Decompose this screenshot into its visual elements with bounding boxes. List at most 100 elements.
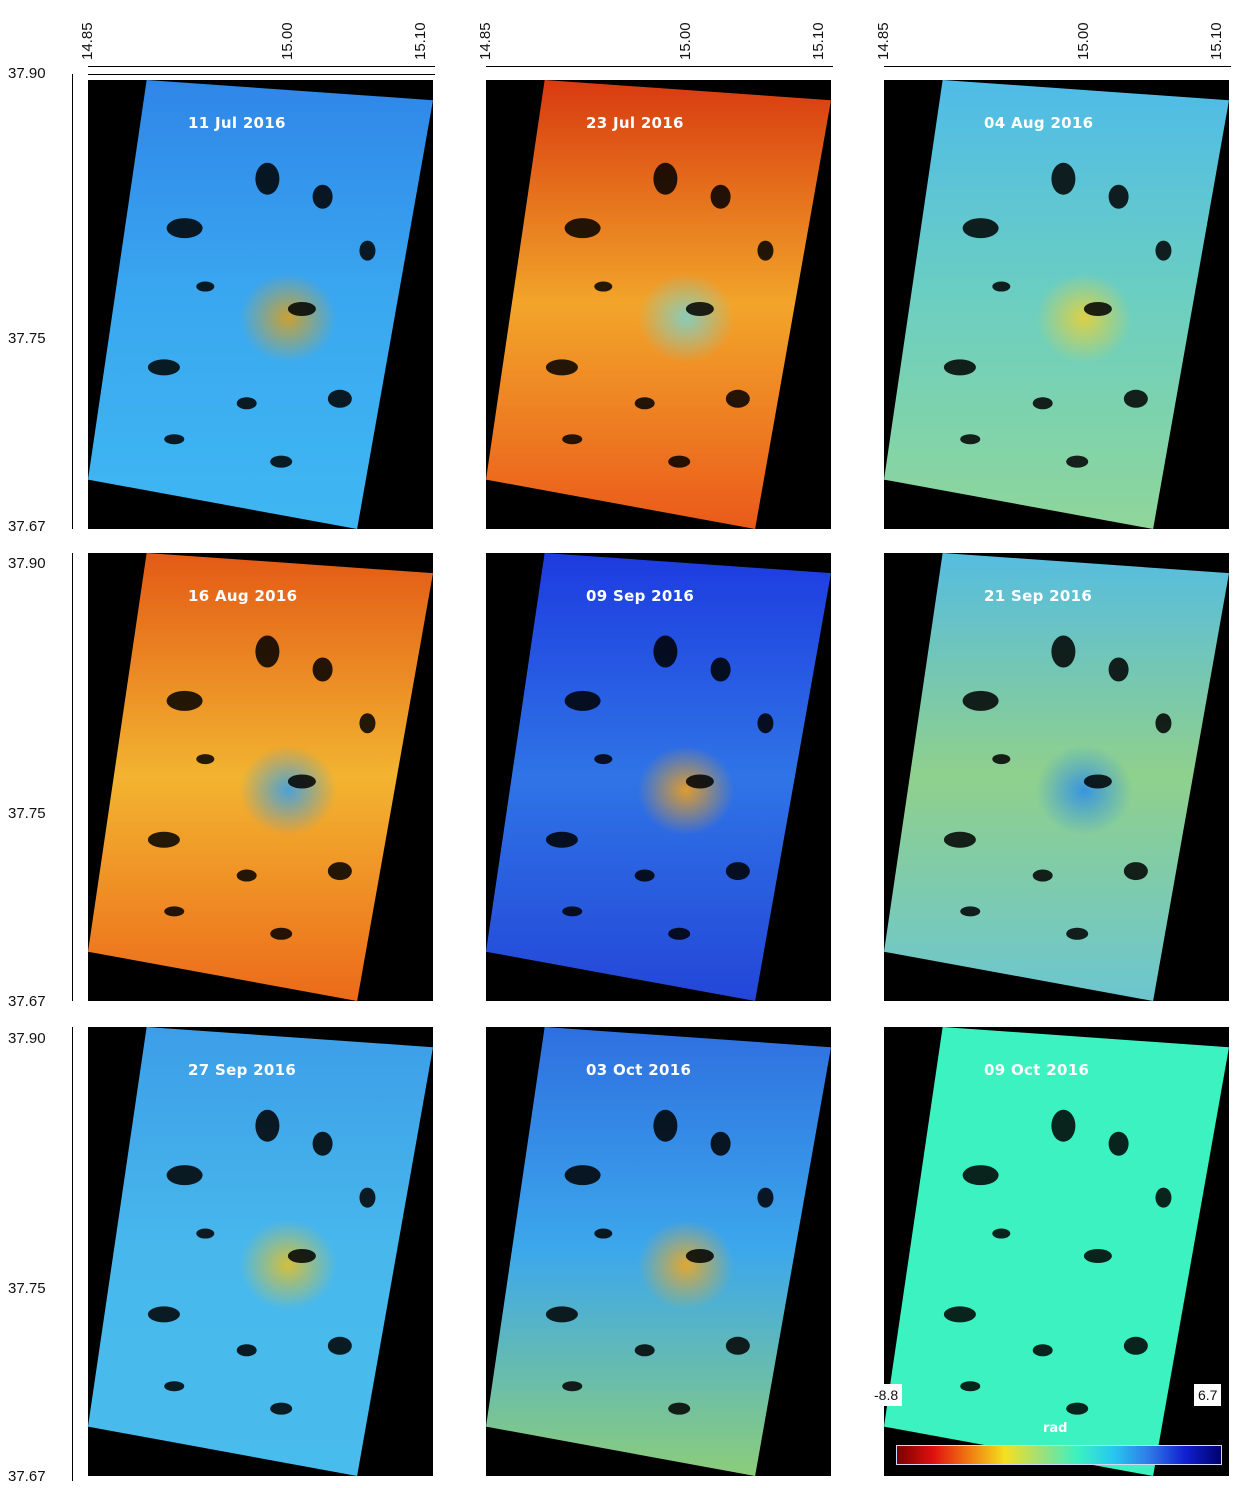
decorrelation-patch [164, 906, 185, 917]
decorrelation-patch [1108, 184, 1129, 209]
lat-label-row1-top: 37.90 [8, 65, 46, 82]
decorrelation-patch [960, 1381, 981, 1392]
phase-map-5 [486, 553, 831, 1001]
lat-label-row2-top: 37.90 [8, 555, 46, 572]
decorrelation-patch [685, 301, 714, 316]
phase-map-3 [884, 80, 1229, 529]
decorrelation-patch [270, 927, 293, 940]
decorrelation-patch [757, 240, 774, 261]
decorrelation-patch [668, 455, 691, 468]
decorrelation-patch [564, 1165, 601, 1186]
decorrelation-patch [960, 434, 981, 445]
colorbar-unit-label: rad [1043, 1421, 1068, 1436]
lat-label-row2-mid: 37.75 [8, 805, 46, 822]
decorrelation-patch [725, 389, 750, 408]
decorrelation-patch [545, 831, 578, 848]
decorrelation-patch [1051, 162, 1076, 195]
panel-date-label: 11 Jul 2016 [188, 114, 286, 132]
decorrelation-patch [1032, 397, 1053, 410]
decorrelation-patch [236, 869, 257, 882]
decorrelation-patch [960, 906, 981, 917]
decorrelation-patch [1083, 301, 1112, 316]
phase-map-2 [486, 80, 831, 529]
summit-anomaly [637, 273, 735, 363]
panel-date-label: 04 Aug 2016 [984, 114, 1094, 132]
interferogram-panel-2: 23 Jul 2016 [486, 80, 831, 529]
decorrelation-patch [962, 218, 999, 239]
phase-map-7 [88, 1027, 433, 1476]
decorrelation-patch [594, 1228, 613, 1239]
panel-date-label: 27 Sep 2016 [188, 1061, 297, 1079]
decorrelation-patch [653, 635, 678, 668]
decorrelation-patch [992, 754, 1011, 765]
summit-anomaly [239, 1220, 337, 1310]
lat-label-row3-mid: 37.75 [8, 1280, 46, 1297]
decorrelation-patch [757, 1187, 774, 1208]
panel-date-label: 16 Aug 2016 [188, 587, 298, 605]
decorrelation-patch [327, 389, 352, 408]
decorrelation-patch [1066, 1402, 1089, 1415]
decorrelation-patch [1066, 927, 1089, 940]
top-axis-line-2 [486, 66, 833, 67]
lon-tick-label: 14.85 [79, 22, 96, 60]
decorrelation-patch [562, 1381, 583, 1392]
top-axis-line-1b [88, 74, 435, 75]
decorrelation-patch [1123, 389, 1148, 408]
decorrelation-patch [312, 1131, 333, 1156]
decorrelation-patch [270, 1402, 293, 1415]
decorrelation-patch [1051, 635, 1076, 668]
interferogram-panel-5: 09 Sep 2016 [486, 553, 831, 1001]
interferogram-panel-3: 04 Aug 2016 [884, 80, 1229, 529]
lon-tick-label: 14.85 [477, 22, 494, 60]
decorrelation-patch [725, 862, 750, 881]
decorrelation-patch [1155, 1187, 1172, 1208]
summit-anomaly [239, 273, 337, 363]
decorrelation-patch [710, 184, 731, 209]
summit-anomaly [1035, 745, 1133, 836]
colorbar [896, 1445, 1222, 1465]
panel-date-label: 23 Jul 2016 [586, 114, 684, 132]
decorrelation-patch [236, 1344, 257, 1357]
interferogram-panel-7: 27 Sep 2016 [88, 1027, 433, 1476]
left-axis-line-3 [72, 1027, 73, 1481]
decorrelation-patch [327, 1336, 352, 1355]
decorrelation-patch [653, 1109, 678, 1142]
panel-date-label: 09 Oct 2016 [984, 1061, 1090, 1079]
decorrelation-patch [147, 831, 180, 848]
decorrelation-patch [668, 927, 691, 940]
panel-date-label: 09 Sep 2016 [586, 587, 695, 605]
decorrelation-patch [287, 301, 316, 316]
lon-tick-label: 15.00 [279, 22, 296, 60]
left-axis-line-2 [72, 553, 73, 1001]
lat-label-row2-bottom: 37.67 [8, 993, 46, 1010]
decorrelation-patch [287, 1248, 316, 1263]
decorrelation-patch [255, 162, 280, 195]
decorrelation-patch [166, 1165, 203, 1186]
decorrelation-patch [594, 281, 613, 292]
summit-anomaly [637, 745, 735, 836]
decorrelation-patch [564, 218, 601, 239]
lon-tick-label: 15.00 [1075, 22, 1092, 60]
decorrelation-patch [270, 455, 293, 468]
decorrelation-patch [1032, 1344, 1053, 1357]
phase-map-6 [884, 553, 1229, 1001]
decorrelation-patch [1083, 1248, 1112, 1263]
summit-anomaly [637, 1220, 735, 1310]
decorrelation-patch [653, 162, 678, 195]
decorrelation-patch [992, 1228, 1011, 1239]
interferogram-panel-4: 16 Aug 2016 [88, 553, 433, 1001]
decorrelation-patch [545, 1306, 578, 1323]
decorrelation-patch [147, 1306, 180, 1323]
top-axis-line-1 [88, 66, 435, 67]
decorrelation-patch [312, 184, 333, 209]
left-axis-line-1 [72, 74, 73, 529]
decorrelation-patch [1123, 862, 1148, 881]
decorrelation-patch [634, 397, 655, 410]
decorrelation-patch [359, 240, 376, 261]
decorrelation-patch [943, 831, 976, 848]
decorrelation-patch [1155, 713, 1172, 734]
decorrelation-patch [1155, 240, 1172, 261]
decorrelation-patch [685, 1248, 714, 1263]
decorrelation-patch [668, 1402, 691, 1415]
lat-label-row3-bottom: 37.67 [8, 1468, 46, 1485]
